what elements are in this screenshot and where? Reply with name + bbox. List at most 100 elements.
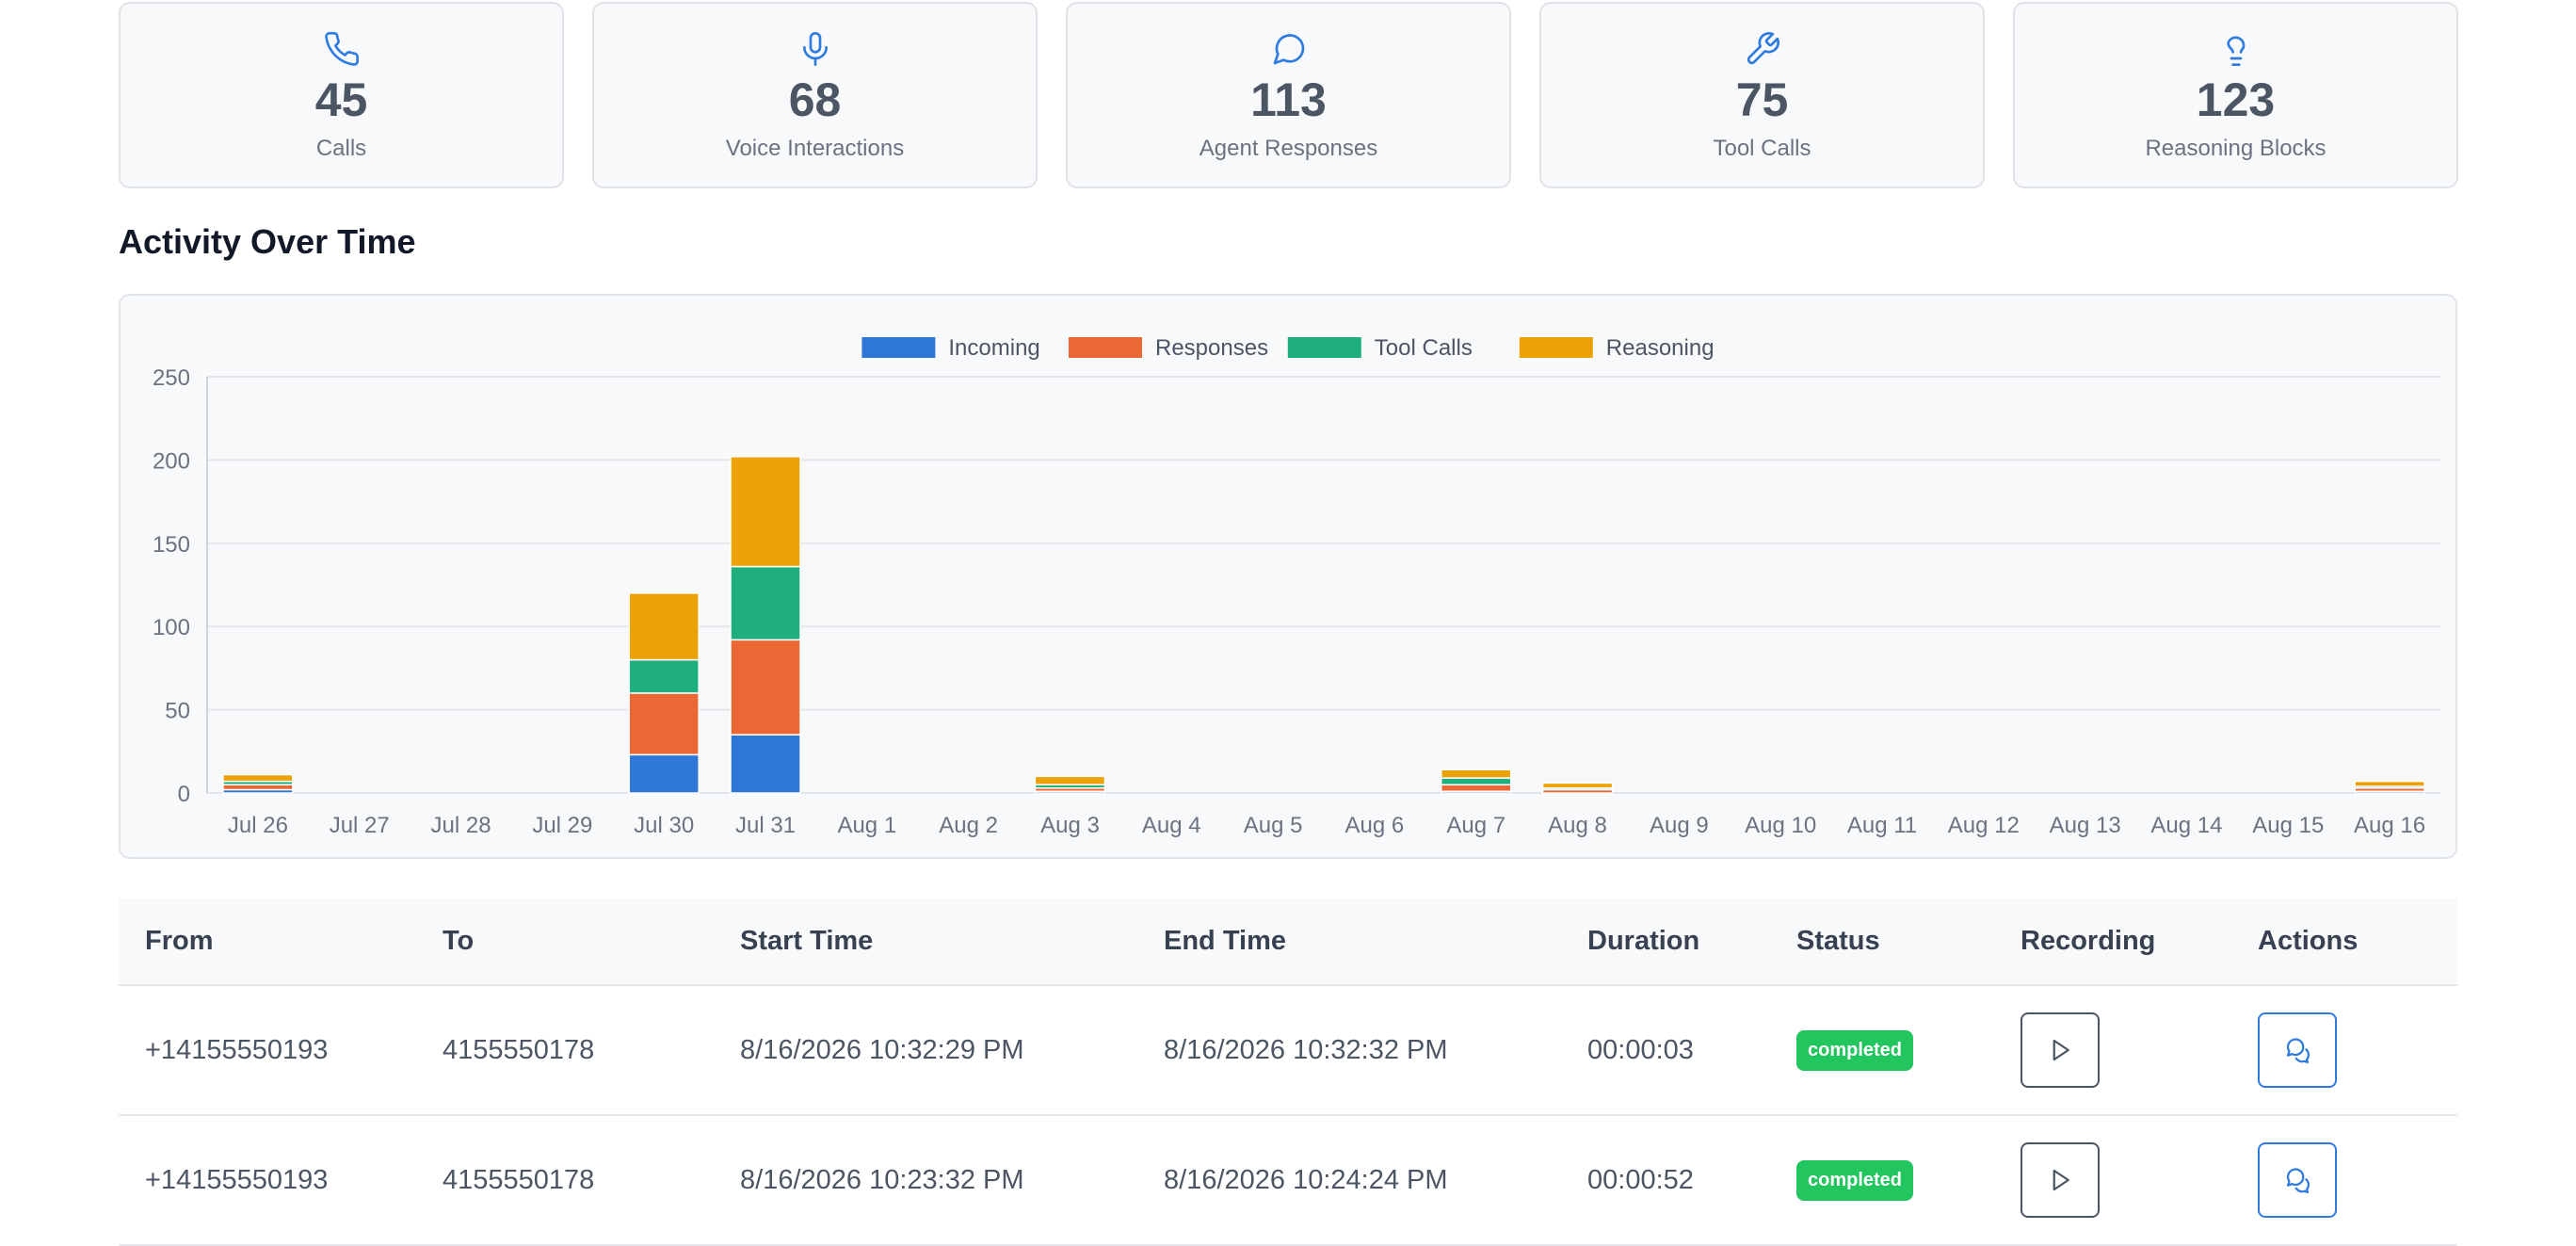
legend-label: Incoming bbox=[948, 335, 1039, 361]
view-conversation-button[interactable] bbox=[2258, 1142, 2337, 1218]
cell-recording bbox=[1994, 985, 2231, 1116]
play-icon bbox=[2053, 1169, 2069, 1191]
bar-segment bbox=[628, 753, 700, 794]
column-header-duration[interactable]: Duration bbox=[1561, 898, 1770, 986]
y-tick-label: 100 bbox=[153, 615, 190, 640]
play-recording-button[interactable] bbox=[2021, 1142, 2100, 1218]
bar-segment bbox=[628, 692, 700, 756]
cell-start-time: 8/16/2026 10:32:29 PM bbox=[714, 985, 1137, 1116]
cell-to: 4155550178 bbox=[416, 985, 714, 1116]
x-tick-label: Aug 3 bbox=[1040, 813, 1100, 838]
column-header-from[interactable]: From bbox=[119, 898, 416, 986]
x-tick-label: Aug 13 bbox=[2050, 813, 2121, 838]
bar-segment bbox=[222, 773, 294, 783]
stat-value: 45 bbox=[314, 73, 368, 126]
cell-actions bbox=[2231, 985, 2457, 1116]
x-tick-label: Jul 27 bbox=[330, 813, 390, 838]
play-recording-button[interactable] bbox=[2021, 1012, 2100, 1088]
y-tick-label: 250 bbox=[153, 365, 190, 391]
cell-status: completed bbox=[1770, 1115, 1994, 1246]
cell-from: +14155550193 bbox=[119, 1115, 416, 1246]
table-row[interactable]: +14155550193 4155550178 8/16/2026 10:23:… bbox=[119, 1115, 2457, 1246]
stat-label: Tool Calls bbox=[1713, 136, 1811, 161]
table-row[interactable]: +14155550193 4155550178 8/16/2026 10:32:… bbox=[119, 985, 2457, 1116]
cell-duration: 00:00:03 bbox=[1561, 985, 1770, 1116]
play-icon bbox=[2053, 1039, 2069, 1061]
x-tick-label: Aug 12 bbox=[1948, 813, 2020, 838]
stat-value: 68 bbox=[788, 73, 842, 126]
lightbulb-icon bbox=[2217, 30, 2255, 68]
x-tick-label: Aug 11 bbox=[1847, 813, 1917, 838]
legend-swatch bbox=[1287, 337, 1361, 358]
table-header-row: From To Start Time End Time Duration Sta… bbox=[119, 898, 2457, 986]
stat-label: Calls bbox=[315, 136, 367, 161]
x-tick-label: Aug 5 bbox=[1244, 813, 1303, 838]
stat-value: 113 bbox=[1250, 73, 1327, 126]
cell-status: completed bbox=[1770, 985, 1994, 1116]
bar-segment bbox=[1440, 777, 1512, 785]
legend-label: Tool Calls bbox=[1375, 335, 1473, 361]
bar-segment bbox=[1440, 784, 1512, 792]
x-tick-label: Aug 9 bbox=[1650, 813, 1709, 838]
stat-card-calls: 45 Calls bbox=[119, 2, 564, 188]
cell-recording bbox=[1994, 1115, 2231, 1246]
x-tick-label: Aug 7 bbox=[1446, 813, 1505, 838]
stat-label: Agent Responses bbox=[1199, 136, 1378, 161]
x-tick-label: Jul 26 bbox=[228, 813, 288, 838]
x-tick-label: Aug 6 bbox=[1345, 813, 1405, 838]
x-tick-label: Aug 2 bbox=[939, 813, 998, 838]
bar-segment bbox=[628, 658, 700, 694]
bar-segment bbox=[1034, 775, 1106, 785]
x-tick-label: Jul 29 bbox=[532, 813, 592, 838]
stats-row: 45 Calls 68 Voice Interactions 113 Agent… bbox=[119, 2, 2458, 188]
cell-start-time: 8/16/2026 10:23:32 PM bbox=[714, 1115, 1137, 1246]
column-header-status[interactable]: Status bbox=[1770, 898, 1994, 986]
column-header-to[interactable]: To bbox=[416, 898, 714, 986]
cell-end-time: 8/16/2026 10:24:24 PM bbox=[1137, 1115, 1561, 1246]
chat-bubbles-icon bbox=[2286, 1038, 2310, 1063]
y-tick-label: 50 bbox=[165, 699, 190, 724]
cell-duration: 00:00:52 bbox=[1561, 1115, 1770, 1246]
wrench-icon bbox=[1744, 30, 1781, 68]
x-tick-label: Aug 14 bbox=[2150, 813, 2222, 838]
x-tick-label: Aug 10 bbox=[1745, 813, 1816, 838]
y-tick-label: 150 bbox=[153, 532, 190, 558]
x-tick-label: Jul 28 bbox=[431, 813, 491, 838]
stat-card-reasoning-blocks: 123 Reasoning Blocks bbox=[2013, 2, 2458, 188]
cell-from: +14155550193 bbox=[119, 985, 416, 1116]
column-header-actions: Actions bbox=[2231, 898, 2457, 986]
stat-value: 123 bbox=[2196, 73, 2276, 126]
calls-table: From To Start Time End Time Duration Sta… bbox=[119, 898, 2457, 1246]
bar-segment bbox=[730, 734, 801, 794]
cell-to: 4155550178 bbox=[416, 1115, 714, 1246]
stat-value: 75 bbox=[1735, 73, 1789, 126]
x-tick-label: Aug 8 bbox=[1548, 813, 1607, 838]
column-header-end-time[interactable]: End Time bbox=[1137, 898, 1561, 986]
bar-segment bbox=[730, 639, 801, 736]
bar-segment bbox=[1440, 769, 1512, 779]
stat-card-tool-calls: 75 Tool Calls bbox=[1539, 2, 1985, 188]
cell-end-time: 8/16/2026 10:32:32 PM bbox=[1137, 985, 1561, 1116]
view-conversation-button[interactable] bbox=[2258, 1012, 2337, 1088]
calls-table-wrapper: From To Start Time End Time Duration Sta… bbox=[119, 898, 2457, 1246]
bar-segment bbox=[222, 784, 294, 791]
status-badge: completed bbox=[1796, 1159, 1914, 1201]
chat-bubbles-icon bbox=[2286, 1168, 2310, 1193]
y-tick-label: 0 bbox=[178, 782, 190, 807]
bar-segment bbox=[730, 456, 801, 568]
column-header-start-time[interactable]: Start Time bbox=[714, 898, 1137, 986]
x-tick-label: Aug 16 bbox=[2354, 813, 2425, 838]
x-tick-label: Jul 31 bbox=[735, 813, 796, 838]
x-tick-label: Aug 15 bbox=[2252, 813, 2324, 838]
microphone-icon bbox=[797, 30, 834, 68]
x-tick-label: Aug 4 bbox=[1142, 813, 1201, 838]
legend-label: Reasoning bbox=[1606, 335, 1715, 361]
activity-chart: 0 50 100 150 200 250 Jul 26 Jul 27 Jul 28 Jul 29 J… bbox=[153, 335, 2440, 838]
legend-swatch bbox=[1519, 337, 1593, 358]
stat-card-agent-responses: 113 Agent Responses bbox=[1066, 2, 1511, 188]
cell-actions bbox=[2231, 1115, 2457, 1246]
message-circle-icon bbox=[1270, 30, 1308, 68]
legend-swatch bbox=[861, 337, 936, 358]
x-tick-label: Jul 30 bbox=[634, 813, 694, 838]
x-tick-label: Aug 1 bbox=[837, 813, 896, 838]
